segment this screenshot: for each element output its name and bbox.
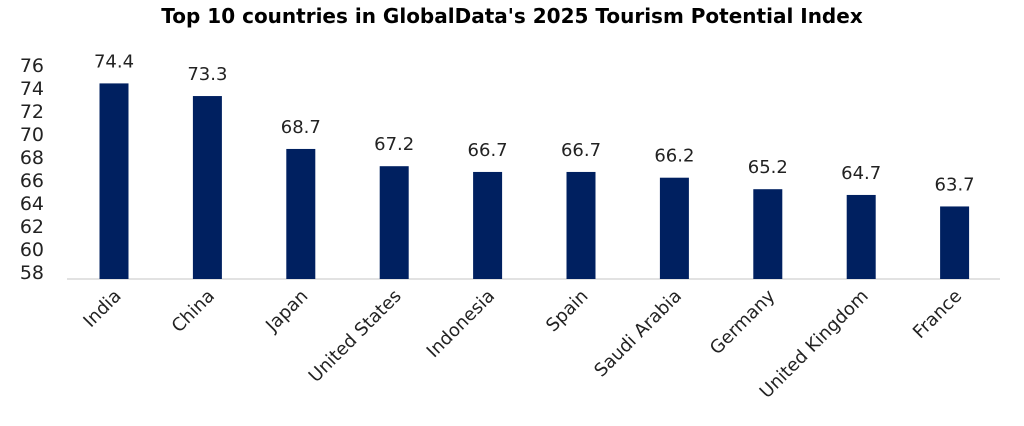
- chart-title: Top 10 countries in GlobalData's 2025 To…: [161, 4, 863, 28]
- bar: [379, 166, 409, 279]
- bar: [473, 171, 503, 279]
- x-tick-label: Indonesia: [423, 286, 499, 362]
- x-tick-label: Japan: [261, 286, 312, 337]
- data-label: 66.7: [468, 140, 508, 161]
- x-tick-label: United States: [305, 286, 406, 387]
- bar: [566, 171, 596, 279]
- bar: [286, 148, 316, 279]
- data-label: 68.7: [281, 117, 321, 138]
- y-tick-label: 74: [20, 78, 44, 100]
- data-label: 64.7: [841, 163, 881, 184]
- bar: [940, 206, 970, 279]
- data-label: 66.2: [654, 146, 694, 167]
- y-tick-label: 72: [20, 101, 44, 123]
- bar: [846, 194, 876, 279]
- bar: [192, 96, 222, 279]
- data-label: 67.2: [374, 134, 414, 155]
- y-tick-label: 76: [20, 55, 44, 77]
- x-tick-label: Spain: [542, 286, 592, 336]
- y-tick-label: 60: [20, 239, 44, 261]
- y-tick-label: 70: [20, 124, 44, 146]
- bar: [659, 177, 689, 279]
- data-label: 65.2: [748, 157, 788, 178]
- data-label: 73.3: [187, 64, 227, 85]
- x-tick-label: India: [79, 286, 125, 332]
- y-tick-label: 66: [20, 170, 44, 192]
- x-tick-label: Saudi Arabia: [590, 286, 686, 382]
- x-tick-label: China: [168, 286, 219, 337]
- y-tick-label: 64: [20, 193, 44, 215]
- data-label: 66.7: [561, 140, 601, 161]
- y-tick-label: 62: [20, 216, 44, 238]
- data-label: 63.7: [935, 174, 975, 195]
- bar: [99, 83, 129, 280]
- x-tick-label: France: [909, 286, 966, 343]
- bar: [753, 189, 783, 279]
- y-tick-label: 68: [20, 147, 44, 169]
- x-tick-label: Germany: [706, 285, 780, 359]
- data-label: 74.4: [94, 51, 134, 72]
- y-tick-label: 58: [20, 262, 44, 284]
